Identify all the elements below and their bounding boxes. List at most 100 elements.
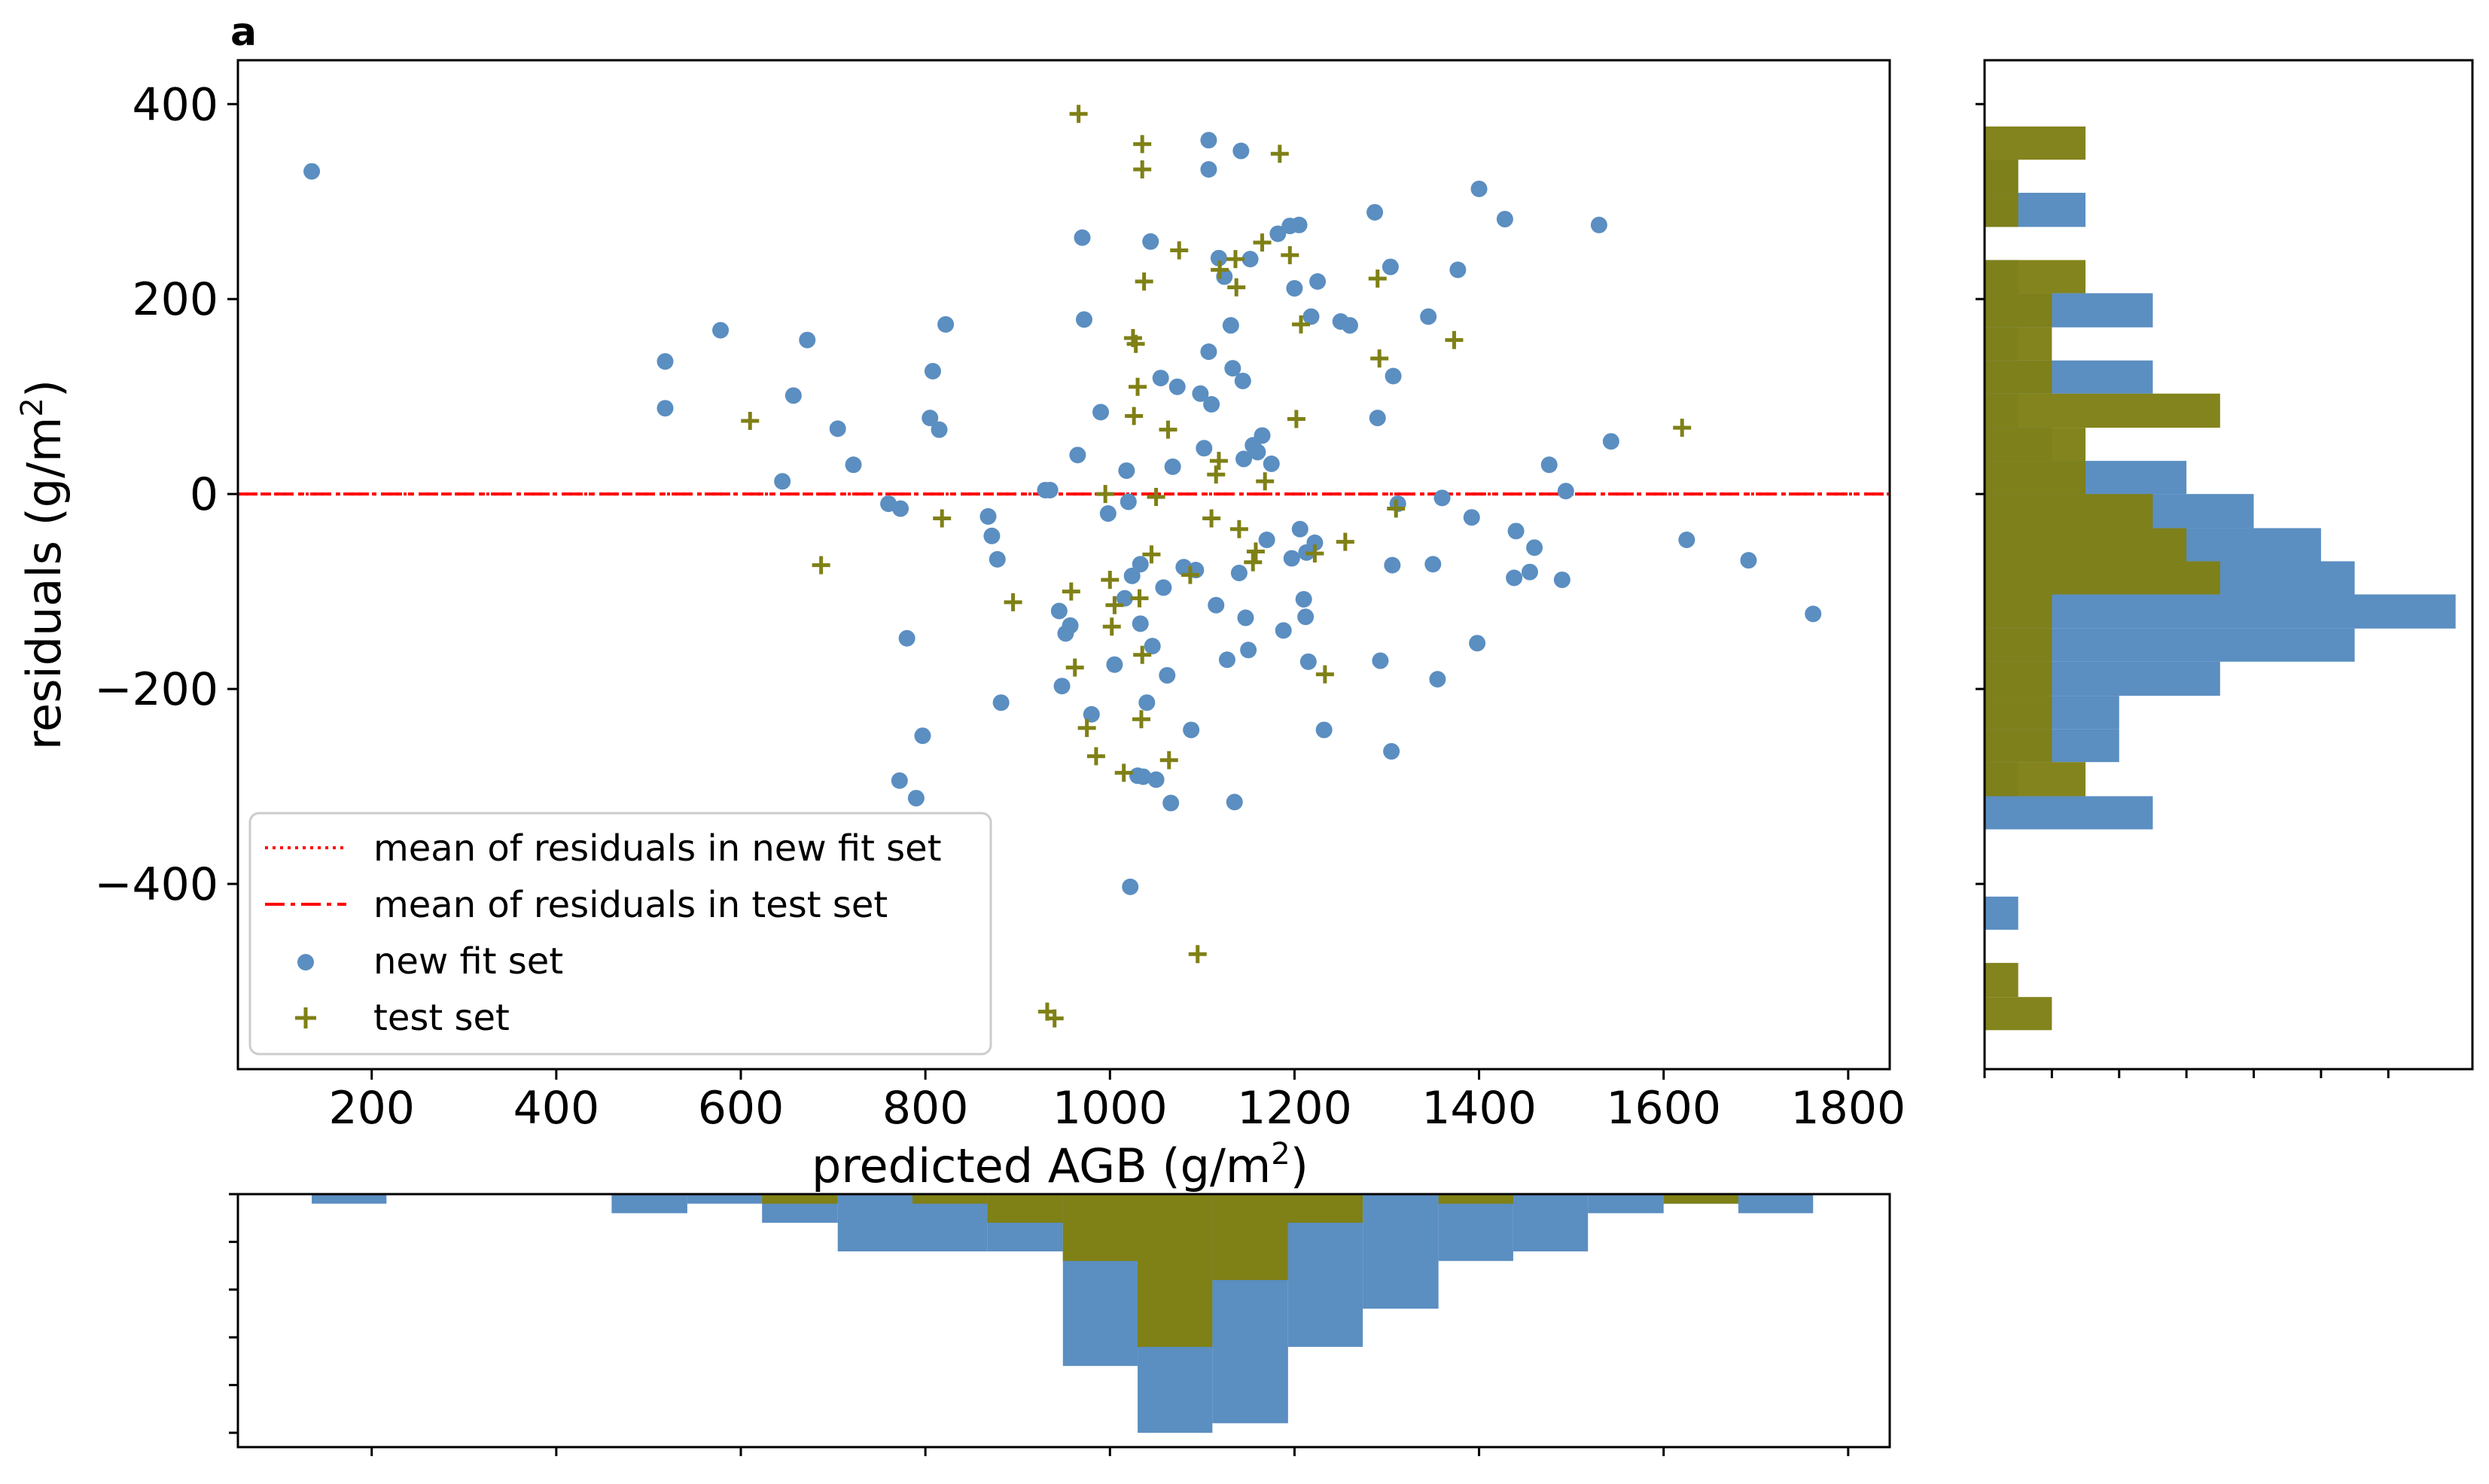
test-point xyxy=(1170,241,1189,260)
fit-point xyxy=(1241,251,1259,268)
fit-point xyxy=(1155,579,1172,596)
test-point xyxy=(1142,545,1161,564)
fit-point xyxy=(1118,462,1135,480)
fit-point xyxy=(1275,622,1292,639)
fit-point xyxy=(1295,590,1312,608)
fit-point xyxy=(1147,771,1165,788)
x-axis: 200 400 600 800 1000 1200 1400 1600 1800 xyxy=(328,1069,1906,1135)
right-test-bar xyxy=(1985,494,2153,529)
right-test-bar xyxy=(1985,997,2052,1031)
fit-point xyxy=(1553,571,1570,589)
test-point xyxy=(1086,747,1105,766)
right-test-bar xyxy=(1985,762,2086,797)
y-tick-label: −400 xyxy=(94,858,218,911)
fit-point xyxy=(1740,552,1757,569)
test-point xyxy=(1370,349,1389,368)
fit-point xyxy=(1283,550,1300,567)
test-point xyxy=(812,556,830,574)
legend-fit-marker xyxy=(297,954,314,971)
test-point xyxy=(1004,593,1022,611)
fit-point xyxy=(1132,556,1149,573)
fit-point xyxy=(1152,370,1169,387)
fit-point xyxy=(1237,609,1254,626)
fit-point xyxy=(1106,656,1123,673)
right-fit-bar xyxy=(1985,896,2018,930)
bottom-histogram-panel xyxy=(229,1193,1891,1456)
x-tick-label: 1600 xyxy=(1606,1082,1721,1135)
fit-point xyxy=(1309,273,1327,290)
test-point xyxy=(1129,377,1147,396)
bottom-test-bar xyxy=(762,1194,838,1204)
test-point xyxy=(1270,145,1289,163)
x-tick-label: 1200 xyxy=(1237,1082,1352,1135)
test-point xyxy=(1281,245,1299,264)
bottom-fit-bar xyxy=(687,1194,763,1204)
test-point xyxy=(1062,582,1080,601)
right-test-bar xyxy=(1985,729,2052,763)
fit-point xyxy=(1053,678,1071,695)
fit-point xyxy=(907,790,925,807)
fit-point xyxy=(1429,671,1446,688)
fit-point xyxy=(914,727,931,745)
bottom-fit-bar xyxy=(1738,1194,1814,1214)
y-tick-label: 200 xyxy=(132,273,218,326)
fit-point xyxy=(657,353,674,370)
fit-point xyxy=(1263,456,1280,472)
fit-point xyxy=(1521,563,1538,580)
fit-point xyxy=(1557,483,1574,500)
x-tick-label: 200 xyxy=(328,1082,415,1135)
legend-test-marker xyxy=(295,1007,316,1028)
fit-point xyxy=(1164,458,1181,475)
test-point xyxy=(1133,135,1152,154)
fit-point xyxy=(891,772,908,789)
bottom-test-bar xyxy=(1212,1194,1288,1281)
scatter-frame xyxy=(236,59,1891,1071)
test-point xyxy=(1246,542,1265,561)
legend-fit-mean-label: mean of residuals in new fit set xyxy=(373,827,942,870)
fit-point xyxy=(1383,742,1400,760)
fit-point xyxy=(1083,705,1100,723)
bottom-test-bar xyxy=(1138,1194,1213,1347)
test-point xyxy=(1226,250,1244,269)
test-point xyxy=(1101,571,1120,590)
fit-point xyxy=(1507,523,1525,540)
fit-point xyxy=(774,473,791,490)
fit-point xyxy=(1075,311,1092,328)
test-point xyxy=(1292,315,1310,334)
fit-point xyxy=(1144,638,1161,655)
fit-point xyxy=(1224,360,1241,377)
right-histogram-bars xyxy=(1985,126,2456,1031)
bottom-fit-bar xyxy=(1588,1194,1664,1214)
fit-point xyxy=(1232,142,1250,160)
x-tick-label: 1800 xyxy=(1790,1082,1906,1135)
right-histogram-frame xyxy=(1983,59,2474,1071)
x-tick-label: 1400 xyxy=(1421,1082,1537,1135)
y-axis-label-close: ) xyxy=(17,379,72,398)
test-point xyxy=(1135,272,1153,291)
right-test-bar xyxy=(1985,193,2018,227)
legend-fit-label: new fit set xyxy=(373,940,563,983)
right-test-bar xyxy=(1985,428,2086,462)
bottom-test-bar xyxy=(912,1194,988,1204)
fit-point xyxy=(1286,279,1303,297)
right-test-bar xyxy=(1985,661,2052,696)
fit-point xyxy=(1210,249,1227,267)
bottom-fit-bar xyxy=(1513,1194,1589,1252)
fit-point xyxy=(1222,317,1239,334)
right-histogram-ticks xyxy=(1976,102,2390,1078)
bottom-test-bar xyxy=(987,1194,1063,1223)
y-axis-label-main: residuals (g/m xyxy=(17,417,72,751)
fit-point xyxy=(1200,132,1217,149)
fit-point xyxy=(1218,651,1235,669)
test-point xyxy=(1188,945,1207,964)
fit-point xyxy=(845,456,862,474)
right-test-bar xyxy=(1985,962,2018,998)
test-point xyxy=(1315,665,1334,684)
right-test-bar xyxy=(1985,461,2086,495)
fit-point xyxy=(1138,694,1156,712)
fit-point xyxy=(1230,565,1248,582)
fit-point xyxy=(1269,225,1287,242)
fit-point xyxy=(1526,539,1543,556)
scatter-marks xyxy=(238,105,1890,1028)
x-tick-label: 600 xyxy=(698,1082,784,1135)
